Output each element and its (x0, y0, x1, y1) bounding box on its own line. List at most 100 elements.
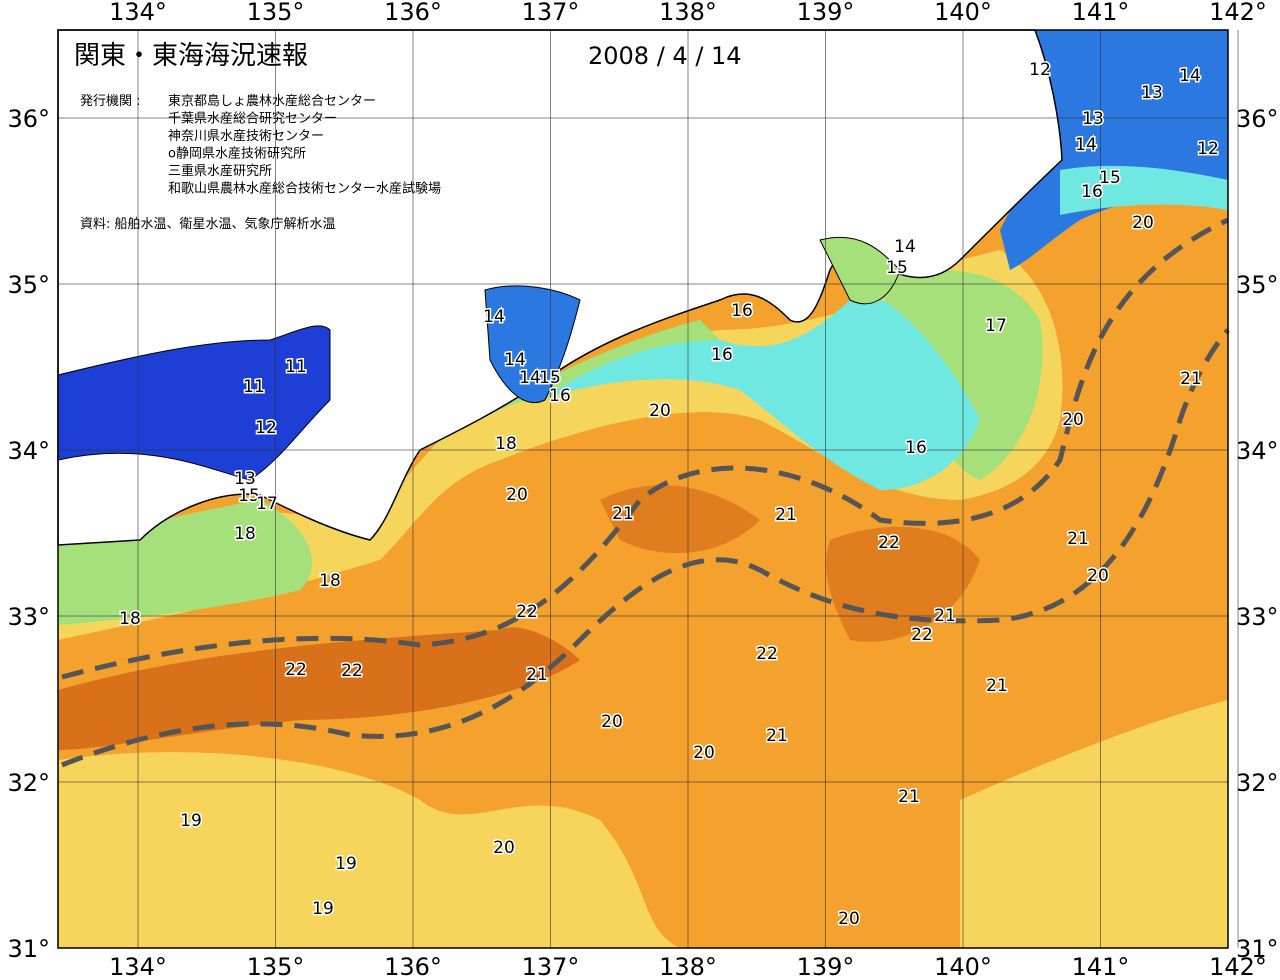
cool-water (58, 752, 680, 948)
isotherm-label: 14 (894, 237, 916, 257)
isotherm-label: 22 (756, 644, 778, 664)
lon-label: 142° (1209, 0, 1267, 26)
isotherm-label: 17 (256, 494, 278, 514)
isotherm-label: 19 (180, 811, 202, 831)
agency: o静岡県水産技術研究所 (168, 146, 306, 162)
isotherm-label: 12 (255, 418, 277, 438)
isotherm-label: 18 (234, 524, 256, 544)
isotherm-label: 21 (775, 505, 797, 525)
isotherm-label: 15 (1099, 168, 1121, 188)
graticule (58, 30, 1239, 949)
isotherm-label: 14 (483, 307, 505, 327)
isotherm-label: 22 (516, 602, 538, 622)
lon-label: 138° (659, 953, 717, 980)
bay (819, 236, 901, 305)
isotherm-label: 18 (319, 571, 341, 591)
lat-label: 36° (1236, 105, 1279, 133)
isotherm-label: 20 (506, 485, 528, 505)
isotherm-label: 16 (731, 301, 753, 321)
isotherm-label: 14 (1179, 66, 1201, 86)
isotherm-label: 11 (285, 357, 307, 377)
isotherm-label: 22 (878, 533, 900, 553)
isotherm-label: 17 (985, 316, 1007, 336)
title: 関東・東海海況速報 (74, 41, 308, 71)
map-frame (57, 29, 1229, 949)
isotherm-label: 22 (911, 625, 933, 645)
cyan-water (540, 290, 980, 490)
warm-core (600, 485, 980, 642)
isotherm-label: 16 (549, 386, 571, 406)
isotherm-label: 12 (1197, 139, 1219, 159)
inland-sea (57, 325, 331, 481)
agency: 三重県水産研究所 (168, 163, 272, 179)
isotherm-label: 21 (1067, 529, 1089, 549)
isotherm-label: 16 (711, 345, 733, 365)
cyan-water (1060, 165, 1228, 215)
isotherm-label: 11 (243, 377, 265, 397)
isotherm-label: 13 (1141, 83, 1163, 103)
green-water (58, 270, 1043, 625)
lon-label: 136° (384, 0, 442, 26)
bay (484, 285, 581, 404)
axis-north (61, 217, 1230, 680)
lat-label: 35° (1236, 271, 1279, 299)
warm-core (58, 627, 580, 750)
isotherm-label: 21 (986, 676, 1008, 696)
lon-label: 135° (247, 0, 305, 26)
isotherm-label: 20 (1132, 213, 1154, 233)
isotherm-label: 13 (234, 469, 256, 489)
isotherm-label: 20 (493, 838, 515, 858)
isotherm-label: 20 (601, 712, 623, 732)
isotherm-label: 20 (838, 909, 860, 929)
isotherm-label: 21 (526, 665, 548, 685)
isotherm-label: 16 (1081, 182, 1103, 202)
isotherm-label: 15 (539, 368, 561, 388)
lon-label: 139° (797, 953, 855, 980)
agency: 東京都島しょ農林水産総合センター (168, 93, 376, 109)
issuer-label: 発行機関 : (80, 94, 141, 109)
lon-label: 136° (384, 953, 442, 980)
lon-label: 142° (1209, 953, 1267, 980)
agency-list: 東京都島しょ農林水産総合センター千葉県水産総合研究センター神奈川県水産技術センタ… (168, 93, 441, 197)
lat-label: 32° (7, 769, 50, 797)
lat-label: 33° (7, 603, 50, 631)
lat-label: 35° (7, 271, 50, 299)
lon-label: 134° (109, 0, 167, 26)
cold-water (1000, 30, 1228, 270)
date: 2008 / 4 / 14 (588, 42, 742, 70)
lon-label: 139° (797, 0, 855, 26)
lat-label: 34° (1236, 437, 1279, 465)
isotherm-label: 18 (119, 609, 141, 629)
isotherm-label: 21 (934, 606, 956, 626)
isotherm-label: 20 (1062, 410, 1084, 430)
lon-label: 134° (109, 953, 167, 980)
isotherm-label: 12 (1029, 60, 1051, 80)
isotherm-label: 20 (693, 743, 715, 763)
agency: 神奈川県水産技術センター (168, 128, 324, 144)
isotherm-label: 16 (905, 438, 927, 458)
lat-label: 32° (1236, 769, 1279, 797)
agency: 和歌山県農林水産総合技術センター水産試験場 (168, 181, 441, 197)
lon-label: 141° (1072, 953, 1130, 980)
isotherm-label: 14 (504, 350, 526, 370)
isotherm-label: 14 (1075, 135, 1097, 155)
lon-label: 137° (522, 953, 580, 980)
cool-water (960, 700, 1228, 948)
isotherm-label: 22 (285, 660, 307, 680)
lon-label: 140° (934, 0, 992, 26)
isotherm-label: 21 (612, 504, 634, 524)
isotherm-label: 21 (766, 726, 788, 746)
isotherm-label: 15 (238, 486, 260, 506)
isotherm-label: 13 (1082, 109, 1104, 129)
isotherm-label: 20 (1087, 566, 1109, 586)
lon-label: 141° (1072, 0, 1130, 26)
lat-label: 36° (7, 105, 50, 133)
lat-label: 34° (7, 437, 50, 465)
axis-south (61, 328, 1230, 768)
isotherm-label: 21 (1180, 369, 1202, 389)
isotherm-label: 18 (495, 434, 517, 454)
isotherm-label: 14 (519, 368, 541, 388)
lon-label: 138° (659, 0, 717, 26)
